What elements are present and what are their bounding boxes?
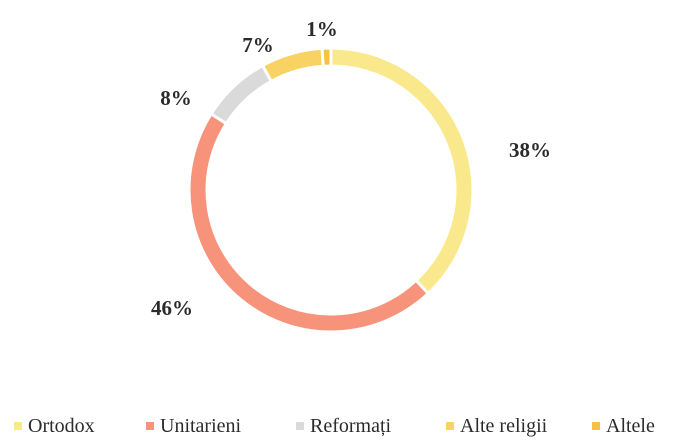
legend-item-altele: Altele [592,412,655,440]
data-label-reformati: 8% [160,86,192,110]
legend-label-reformati: Reformați [310,414,392,437]
data-label-alte-religii: 7% [242,33,274,57]
slice-unitarieni [187,111,431,334]
legend-item-alte-religii: Alte religii [446,412,547,440]
legend-swatch-ortodox [14,422,22,430]
legend-item-reformati: Reformați [296,412,391,440]
slice-altele [320,46,333,68]
data-label-altele: 1% [306,17,338,41]
legend-swatch-reformati [296,422,304,430]
donut-slices [187,46,475,334]
legend-label-altele: Altele [606,414,655,437]
legend: Ortodox Unitarieni Reformați Alte religi… [0,412,674,440]
data-label-ortodox: 38% [509,138,551,162]
legend-label-alte-religii: Alte religii [460,414,548,437]
legend-swatch-unitarieni [146,422,154,430]
legend-item-unitarieni: Unitarieni [146,412,241,440]
data-label-unitarieni: 46% [151,296,193,320]
legend-item-ortodox: Ortodox [14,412,95,440]
legend-swatch-altele [592,422,600,430]
legend-label-ortodox: Ortodox [28,414,95,437]
slice-reformati [209,63,274,126]
legend-swatch-alte-religii [446,422,454,430]
slice-ortodox [329,46,475,296]
data-labels: 38% 46% 8% 7% 1% [151,17,551,320]
legend-label-unitarieni: Unitarieni [160,414,242,437]
